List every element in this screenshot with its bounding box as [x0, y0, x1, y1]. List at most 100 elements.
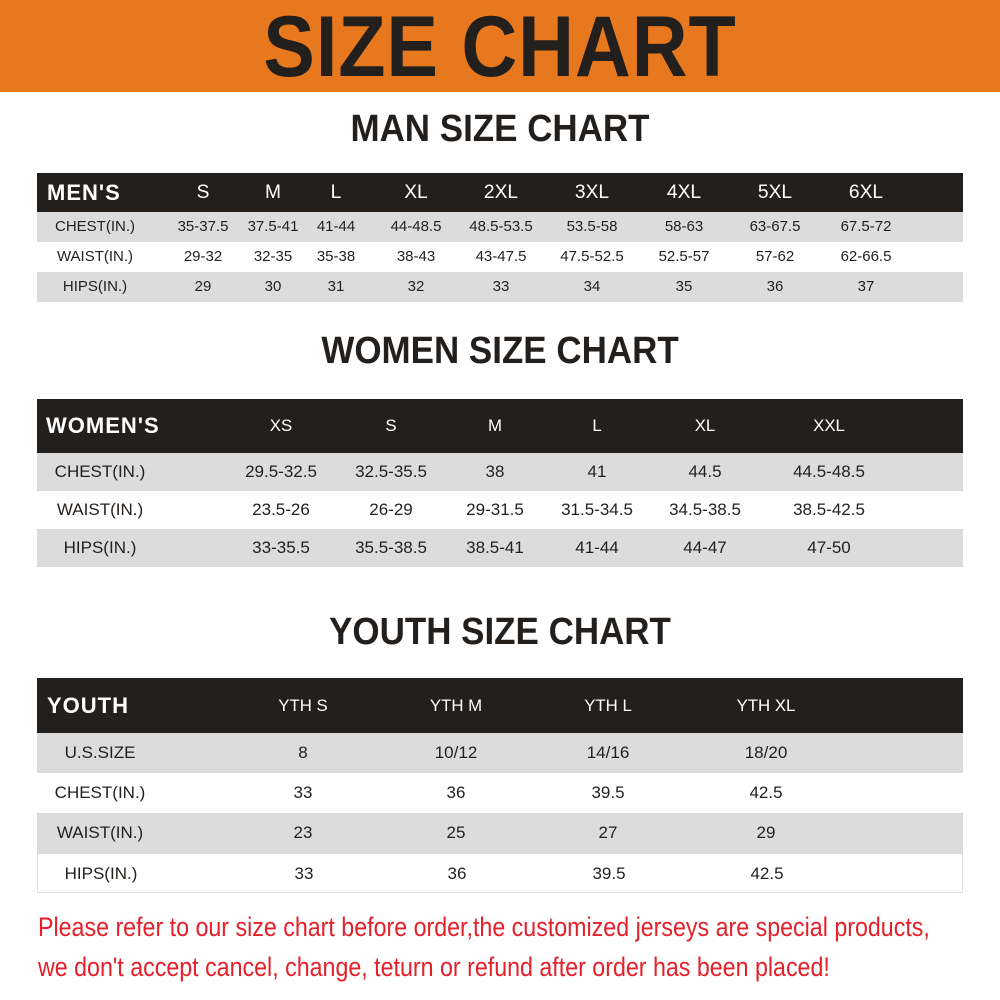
women-section-title: WOMEN SIZE CHART	[321, 330, 679, 372]
measurement-cell: 29-31.5	[466, 500, 524, 519]
measurement-cell: 44-47	[683, 538, 727, 557]
measurement-cell: 52.5-57	[658, 248, 710, 265]
row-label: CHEST(IN.)	[54, 462, 146, 481]
measurement-cell: 10/12	[434, 743, 478, 762]
measurement-cell: 38-43	[396, 248, 436, 265]
measurement-cell: 33-35.5	[252, 538, 310, 557]
youth-section-title: YOUTH SIZE CHART	[329, 611, 671, 653]
measurement-cell: 33	[294, 864, 314, 883]
measurement-cell: 47-50	[807, 538, 851, 557]
measurement-cell: 14/16	[586, 743, 630, 762]
measurement-cell: 41-44	[316, 218, 356, 235]
measurement-cell: 62-66.5	[840, 248, 892, 265]
measurement-cell: 18/20	[744, 743, 788, 762]
size-header: S	[196, 182, 210, 203]
measurement-cell: 42.5	[750, 864, 784, 883]
measurement-cell: 36	[446, 783, 466, 802]
measurement-cell: 41	[587, 462, 607, 481]
measurement-cell: 58-63	[664, 218, 704, 235]
measurement-cell: 38.5-41	[466, 538, 524, 557]
size-header: 4XL	[666, 182, 702, 203]
size-header: M	[265, 182, 281, 203]
men-header-row: MEN'S S M L XL 2XL 3XL 4XL 5XL 6XL	[37, 173, 963, 212]
size-header: YTH M	[429, 696, 483, 715]
measurement-cell: 23.5-26	[252, 500, 310, 519]
measurement-cell: 27	[598, 823, 618, 842]
page-title: SIZE CHART	[263, 0, 737, 95]
measurement-cell: 33	[293, 783, 313, 802]
row-label: WAIST(IN.)	[56, 823, 144, 842]
measurement-cell: 36	[766, 278, 784, 295]
row-label: CHEST(IN.)	[54, 783, 146, 802]
size-header: YTH XL	[736, 696, 796, 715]
measurement-cell: 29.5-32.5	[245, 462, 317, 481]
table-row: CHEST(IN.) 33 36 39.5 42.5	[37, 773, 963, 813]
measurement-cell: 35-38	[316, 248, 356, 265]
measurement-cell: 31.5-34.5	[561, 500, 633, 519]
table-row: HIPS(IN.) 33-35.5 35.5-38.5 38.5-41 41-44 44-…	[37, 529, 963, 567]
measurement-cell: 44.5-48.5	[793, 462, 865, 481]
men-section-title: MAN SIZE CHART	[350, 108, 650, 150]
measurement-cell: 29-32	[183, 248, 223, 265]
measurement-cell: 41-44	[575, 538, 619, 557]
size-header: L	[330, 182, 342, 203]
size-header: XS	[269, 416, 293, 435]
row-label: U.S.SIZE	[64, 743, 136, 762]
table-row: HIPS(IN.) 33 36 39.5 42.5	[37, 853, 963, 893]
measurement-cell: 44-48.5	[390, 218, 442, 235]
size-header: 3XL	[574, 182, 610, 203]
measurement-cell: 37.5-41	[247, 218, 299, 235]
size-header: XL	[404, 182, 428, 203]
size-header: XL	[694, 416, 716, 435]
size-header: 5XL	[757, 182, 793, 203]
table-label: MEN'S	[47, 180, 121, 205]
notice-line-2: we don't accept cancel, change, teturn o…	[38, 952, 830, 982]
size-header: M	[488, 416, 502, 435]
women-header-row: WOMEN'S XS S M L XL XXL	[37, 399, 963, 453]
measurement-cell: 8	[298, 743, 308, 762]
size-header: YTH L	[584, 696, 632, 715]
measurement-cell: 33	[492, 278, 510, 295]
size-header: 6XL	[848, 182, 884, 203]
measurement-cell: 36	[447, 864, 467, 883]
table-row: WAIST(IN.) 23.5-26 26-29 29-31.5 31.5-34.5 34…	[37, 491, 963, 529]
row-label: WAIST(IN.)	[56, 500, 144, 519]
measurement-cell: 35-37.5	[177, 218, 229, 235]
table-row: CHEST(IN.) 35-37.5 37.5-41 41-44 44-48.5 48.5…	[37, 212, 963, 242]
measurement-cell: 57-62	[755, 248, 795, 265]
table-row: U.S.SIZE 8 10/12 14/16 18/20	[37, 733, 963, 773]
size-header: YTH S	[278, 696, 328, 715]
table-label: YOUTH	[47, 693, 129, 718]
size-header: L	[592, 416, 602, 435]
measurement-cell: 25	[446, 823, 466, 842]
measurement-cell: 39.5	[592, 864, 626, 883]
measurement-cell: 26-29	[369, 500, 413, 519]
size-header: 2XL	[483, 182, 519, 203]
row-label: WAIST(IN.)	[56, 248, 134, 265]
measurement-cell: 32	[407, 278, 425, 295]
measurement-cell: 67.5-72	[840, 218, 892, 235]
size-header: S	[385, 416, 397, 435]
notice-line-1: Please refer to our size chart before or…	[38, 912, 930, 942]
table-row: HIPS(IN.) 29 30 31 32 33 34 35 36 37	[37, 272, 963, 302]
measurement-cell: 32.5-35.5	[355, 462, 427, 481]
measurement-cell: 29	[756, 823, 776, 842]
table-label: WOMEN'S	[46, 413, 160, 438]
size-header: XXL	[813, 416, 845, 435]
measurement-cell: 63-67.5	[749, 218, 801, 235]
measurement-cell: 44.5	[688, 462, 722, 481]
youth-header-row: YOUTH YTH S YTH M YTH L YTH XL	[37, 678, 963, 733]
measurement-cell: 35.5-38.5	[355, 538, 427, 557]
measurement-cell: 38	[485, 462, 505, 481]
measurement-cell: 42.5	[749, 783, 783, 802]
row-label: CHEST(IN.)	[55, 218, 135, 235]
measurement-cell: 34	[583, 278, 601, 295]
measurement-cell: 48.5-53.5	[469, 218, 533, 235]
measurement-cell: 34.5-38.5	[669, 500, 741, 519]
measurement-cell: 37	[857, 278, 875, 295]
measurement-cell: 32-35	[253, 248, 293, 265]
table-row: WAIST(IN.) 29-32 32-35 35-38 38-43 43-47.5 47.…	[37, 242, 963, 272]
measurement-cell: 38.5-42.5	[793, 500, 865, 519]
measurement-cell: 53.5-58	[566, 218, 618, 235]
title-banner: SIZE CHART	[0, 0, 1000, 92]
